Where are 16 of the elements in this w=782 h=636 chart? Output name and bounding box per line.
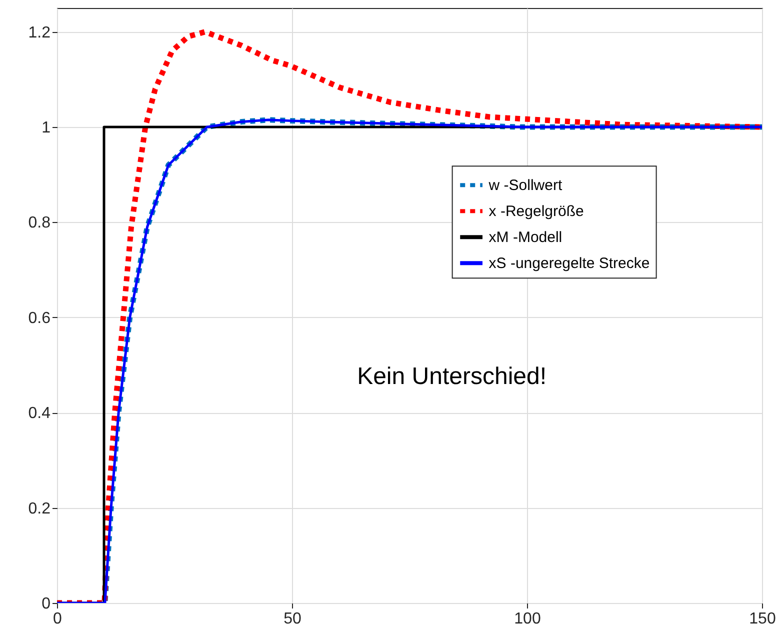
y-tick-label: 1.2	[28, 24, 51, 42]
legend-label: w -Sollwert	[488, 177, 563, 194]
legend-label: xM -Modell	[488, 229, 562, 246]
x-tick-label: 100	[514, 610, 541, 628]
legend-label: x -Regelgröße	[488, 203, 584, 220]
annotation: Kein Unterschied!	[357, 362, 547, 390]
y-tick-label: 0.6	[28, 310, 51, 327]
x-tick-label: 150	[749, 610, 776, 628]
y-tick-label: 0.8	[28, 214, 51, 232]
y-tick-label: 1	[42, 120, 51, 136]
y-tick-label: 0.2	[28, 500, 51, 518]
y-tick-label: 0.4	[28, 405, 51, 422]
legend-label: xS -ungeregelte Strecke	[488, 255, 650, 272]
x-tick-label: 50	[284, 610, 302, 628]
y-tick-label: 0	[42, 596, 51, 612]
x-tick-label: 0	[53, 610, 62, 628]
